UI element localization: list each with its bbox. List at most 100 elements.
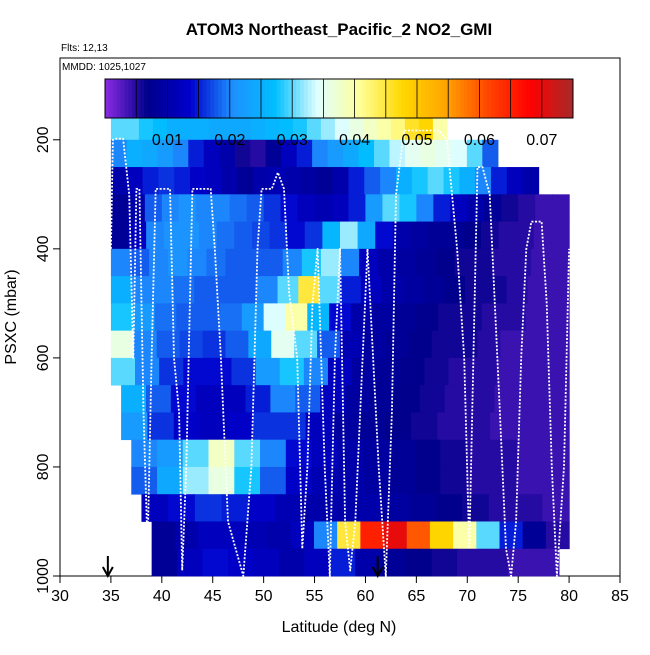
heatmap-cell bbox=[365, 194, 384, 222]
heatmap-cell bbox=[300, 167, 318, 195]
heatmap-cell bbox=[279, 357, 305, 386]
heatmap-cell bbox=[133, 330, 158, 359]
heatmap-cell bbox=[194, 276, 216, 304]
heatmap-cell bbox=[388, 466, 416, 495]
colorbar-swatch bbox=[241, 79, 246, 118]
heatmap-cell bbox=[374, 139, 391, 168]
heatmap-cell bbox=[501, 194, 519, 222]
heatmap-cell bbox=[278, 548, 305, 577]
heatmap-cell bbox=[253, 548, 280, 577]
heatmap-cell bbox=[234, 221, 253, 250]
heatmap-cell bbox=[158, 167, 175, 195]
heatmap-cell bbox=[285, 167, 302, 195]
colorbar-swatch bbox=[483, 79, 488, 118]
heatmap-cell bbox=[469, 385, 496, 413]
heatmap-cell bbox=[208, 466, 235, 495]
heatmap-cell bbox=[375, 221, 394, 250]
heatmap-cell bbox=[363, 466, 390, 495]
x-tick-label: 75 bbox=[509, 588, 527, 605]
heatmap-cell bbox=[110, 276, 133, 304]
heatmap-cell bbox=[297, 194, 316, 222]
heatmap-cell bbox=[173, 276, 195, 304]
heatmap-cell bbox=[110, 303, 134, 332]
heatmap-cell bbox=[322, 221, 341, 250]
colorbar-swatch bbox=[151, 79, 157, 118]
heatmap-cell bbox=[130, 248, 150, 277]
colorbar-swatch bbox=[155, 79, 161, 118]
heatmap-cell bbox=[151, 548, 178, 577]
heatmap-cell bbox=[355, 494, 383, 522]
colorbar-swatch bbox=[331, 79, 336, 118]
heatmap-cell bbox=[410, 221, 429, 250]
colorbar-swatch bbox=[565, 79, 570, 118]
heatmap-cell bbox=[440, 439, 467, 468]
colorbar-swatch bbox=[471, 79, 476, 118]
colorbar-swatch bbox=[222, 79, 227, 118]
colorbar-tick-label: 0.05 bbox=[401, 132, 432, 149]
heatmap-cell bbox=[328, 494, 356, 522]
x-tick-label: 80 bbox=[560, 588, 578, 605]
heatmap-cell bbox=[269, 221, 288, 250]
heatmap-cell bbox=[535, 194, 553, 222]
colorbar-swatch bbox=[444, 79, 449, 118]
heatmap-cell bbox=[382, 194, 400, 222]
x-tick-label: 65 bbox=[407, 588, 425, 605]
heatmap-cell bbox=[498, 221, 517, 250]
heatmap-cell bbox=[195, 194, 214, 222]
colorbar-swatch bbox=[218, 79, 223, 118]
heatmap-cell bbox=[188, 139, 205, 168]
heatmap-cell bbox=[251, 221, 271, 250]
heatmap-cell bbox=[244, 248, 265, 277]
heatmap-cell bbox=[490, 412, 517, 441]
heatmap-cell bbox=[428, 221, 447, 250]
heatmap-cell bbox=[126, 167, 144, 195]
heatmap-cell bbox=[221, 494, 249, 522]
heatmap-cell bbox=[463, 221, 482, 250]
heatmap-cell bbox=[202, 548, 229, 577]
heatmap-cell bbox=[206, 248, 227, 277]
heatmap-cell bbox=[295, 385, 321, 413]
heatmap-cell bbox=[187, 248, 207, 277]
heatmap-cell bbox=[292, 112, 308, 141]
heatmap-cell bbox=[183, 357, 208, 386]
colorbar-swatch bbox=[210, 79, 215, 118]
heatmap-cell bbox=[444, 385, 471, 413]
heatmap-cell bbox=[152, 112, 168, 141]
colorbar-swatch bbox=[452, 79, 457, 118]
heatmap-cell bbox=[174, 521, 199, 550]
heatmap-cell bbox=[141, 494, 169, 522]
heatmap-cell bbox=[372, 303, 396, 332]
heatmap-cell bbox=[260, 466, 287, 495]
colorbar-swatch bbox=[272, 79, 278, 118]
heatmap-cell bbox=[260, 439, 287, 468]
heatmap-cell bbox=[357, 221, 376, 250]
heatmap-cell bbox=[352, 357, 377, 386]
colorbar-swatch bbox=[147, 79, 153, 118]
colorbar-swatch bbox=[362, 79, 367, 118]
heatmap-cell bbox=[194, 112, 210, 141]
heatmap-cell bbox=[304, 548, 331, 577]
colorbar-swatch bbox=[370, 79, 375, 118]
heatmap-cell bbox=[433, 194, 451, 222]
heatmap-cell bbox=[396, 167, 413, 195]
heatmap-cell bbox=[360, 276, 383, 304]
heatmap-cell bbox=[215, 276, 237, 304]
heatmap-cell bbox=[124, 112, 140, 141]
heatmap-cell bbox=[431, 548, 458, 577]
colorbar-swatch bbox=[545, 79, 551, 118]
heatmap-cell bbox=[151, 521, 176, 550]
colorbar-swatch bbox=[237, 79, 242, 118]
heatmap-cell bbox=[491, 167, 508, 195]
heatmap-cell bbox=[348, 194, 367, 222]
heatmap-cell bbox=[110, 357, 136, 386]
colorbar-swatch bbox=[463, 79, 469, 118]
heatmap-cell bbox=[294, 330, 318, 359]
heatmap-cell bbox=[443, 167, 460, 195]
heatmap-cell bbox=[423, 276, 445, 304]
colorbar-swatch bbox=[487, 79, 492, 118]
heatmap-cell bbox=[285, 466, 313, 495]
heatmap-cell bbox=[248, 494, 276, 522]
heatmap-cell bbox=[319, 276, 341, 304]
colorbar-tick-label: 0.02 bbox=[214, 132, 245, 149]
